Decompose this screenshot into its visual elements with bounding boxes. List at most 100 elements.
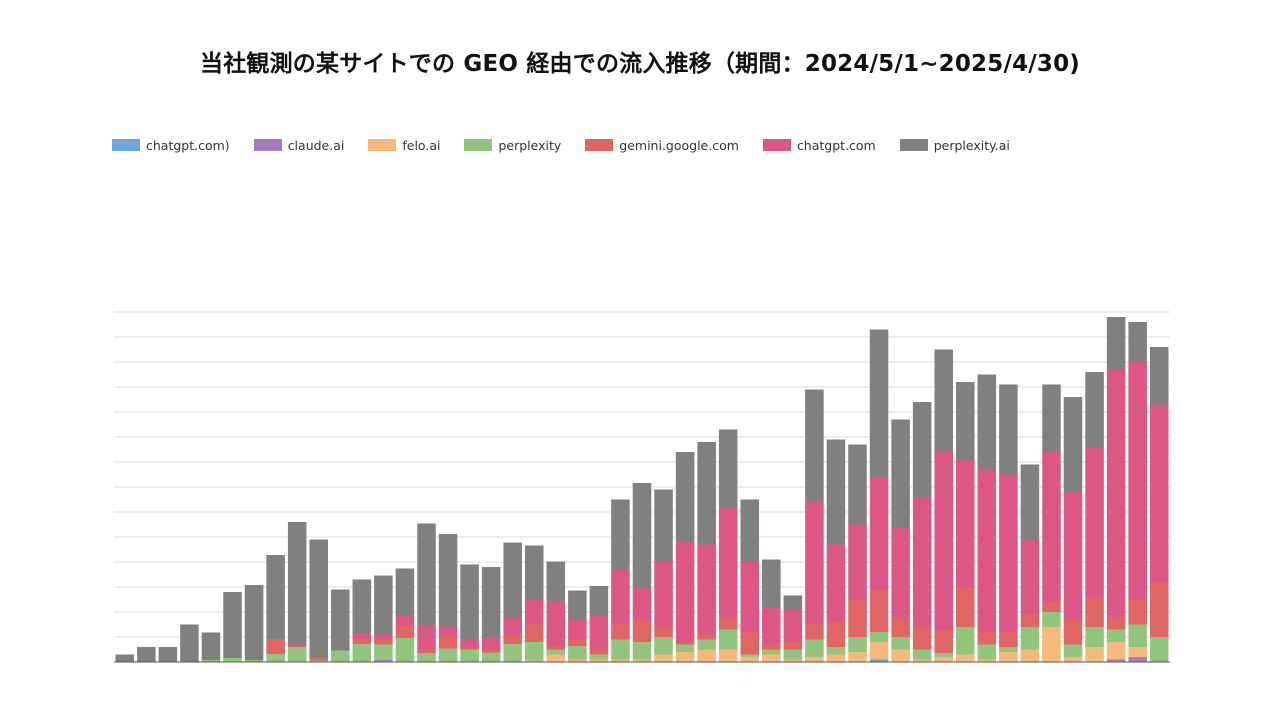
bar-segment [309, 660, 328, 662]
bar-segment [201, 660, 221, 662]
bar-segment [568, 646, 587, 660]
bar-segment [266, 639, 285, 654]
bar-segment [891, 527, 910, 617]
bar-segment [1063, 492, 1083, 620]
bar-segment [611, 624, 630, 640]
bar-segment [1128, 657, 1147, 662]
bar-segment [783, 642, 803, 650]
bar-segment [977, 659, 997, 662]
bar-segment [654, 562, 673, 627]
bar-segment [1149, 637, 1169, 662]
bar-segment [848, 652, 867, 662]
bar-segment [589, 654, 609, 660]
bar-segment [395, 568, 415, 616]
legend-swatch [253, 139, 282, 151]
bar-segment [611, 569, 630, 625]
bar-segment [762, 607, 781, 645]
bar-segment [783, 649, 803, 660]
bar-segment [826, 647, 846, 655]
bar-segment [848, 599, 867, 637]
bar-segment [1063, 397, 1083, 492]
bar-segment [395, 638, 415, 662]
bar-segment [999, 647, 1018, 652]
bar-segment [503, 635, 522, 644]
bar-segment [568, 639, 587, 646]
bar-segment [287, 647, 307, 662]
bar-segment [869, 477, 889, 590]
bar-segment [1106, 659, 1126, 662]
bar-segment [1020, 614, 1040, 627]
bar-segment [1149, 404, 1169, 582]
bar-segment [1149, 347, 1169, 405]
bar-segment [244, 585, 264, 660]
bar-segment [654, 654, 673, 662]
bar-segment [503, 617, 522, 635]
bar-segment [1042, 627, 1061, 662]
bar-segment [374, 660, 393, 662]
bar-segment [848, 444, 867, 525]
bar-segment [374, 575, 393, 635]
bar-segment [460, 564, 479, 640]
legend-item: felo.ai [368, 138, 440, 153]
bar-segment [675, 452, 695, 542]
bar-segment [417, 625, 436, 649]
bar-segment [309, 539, 328, 658]
bar-segment [568, 659, 587, 662]
bar-segment [331, 589, 350, 651]
bar-segment [783, 609, 803, 642]
bar-segment [352, 644, 372, 662]
bar-segment [632, 642, 652, 660]
bar-segment [1085, 647, 1104, 662]
bar-segment [956, 627, 975, 655]
bar-segment [438, 648, 458, 662]
bar-segment [740, 632, 760, 655]
bar-segment [438, 534, 458, 627]
bar-segment [481, 567, 501, 637]
bar-segment [1020, 627, 1040, 650]
bar-segment [632, 483, 652, 587]
bar-segment [223, 658, 242, 662]
bar-segment [589, 659, 609, 662]
bar-segment [374, 634, 393, 640]
bar-segment [891, 649, 910, 662]
bar-segment [524, 642, 544, 661]
bar-segment [783, 659, 803, 662]
bar-segment [1106, 369, 1126, 617]
bar-segment [848, 637, 867, 652]
bar-segment [546, 646, 566, 650]
bar-segment [805, 502, 824, 625]
bar-segment [934, 657, 953, 662]
bar-segment [912, 627, 932, 650]
bar-segment [912, 402, 932, 497]
bar-segment [287, 522, 307, 645]
bar-segment [395, 625, 415, 638]
bar-segment [740, 562, 760, 632]
bar-segment [331, 650, 350, 662]
legend-swatch [112, 139, 140, 151]
bar-segment [244, 660, 264, 662]
bar-segment [956, 587, 975, 627]
bar-segment [805, 657, 824, 662]
bar-segment [1128, 322, 1147, 362]
legend-label: felo.ai [402, 137, 441, 153]
bar-segment [697, 544, 716, 635]
bar-segment [1085, 372, 1104, 447]
legend-label: chatgpt.com) [146, 137, 230, 153]
bar-segment [912, 649, 932, 660]
bar-segment [675, 542, 695, 642]
bar-segment [826, 439, 846, 545]
bar-segment [1149, 582, 1169, 637]
bar-segment [1042, 452, 1061, 602]
bar-segment [395, 615, 415, 626]
bar-segment [977, 632, 997, 645]
legend-swatch [368, 139, 397, 151]
bar-segment [1128, 362, 1147, 600]
legend-swatch [464, 139, 493, 151]
bar-segment [912, 497, 932, 627]
legend-item: perplexity [464, 138, 561, 153]
bar-segment [826, 622, 846, 647]
chart-title: 当社観測の某サイトでの GEO 経由での流入推移（期間：2024/5/1~202… [200, 51, 1080, 77]
bar-segment [869, 642, 889, 660]
bar-segment [503, 644, 522, 662]
